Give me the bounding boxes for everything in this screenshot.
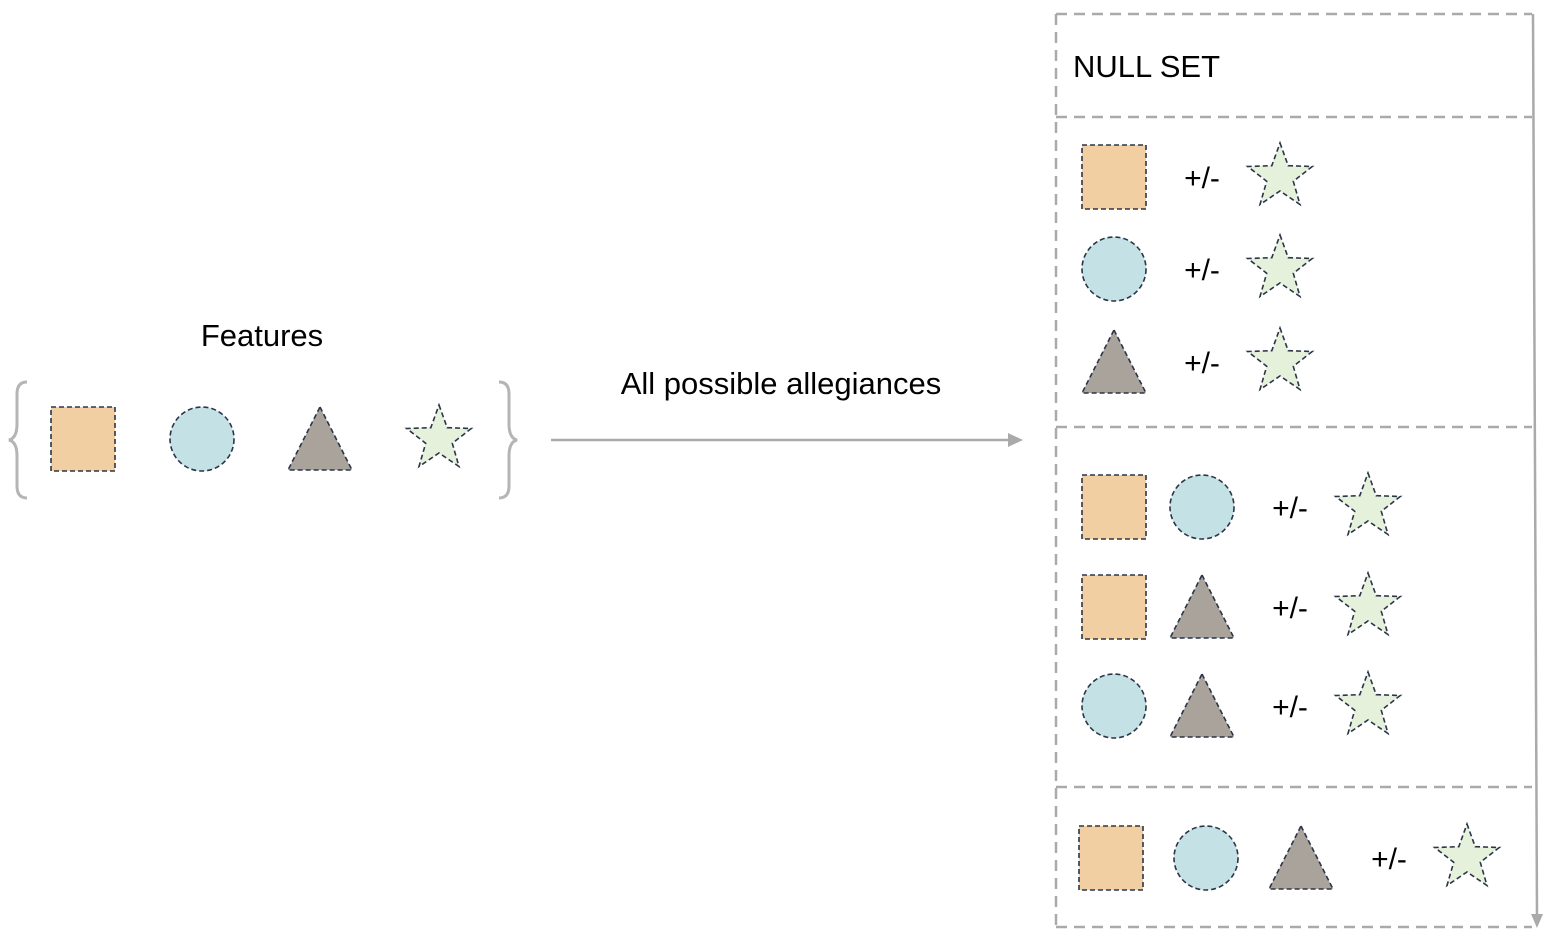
plus-minus-label: +/-	[1184, 254, 1220, 287]
square-icon	[1081, 144, 1147, 210]
circle-icon	[1169, 474, 1235, 540]
circle-icon	[1081, 673, 1147, 739]
star-icon	[404, 402, 474, 469]
subset-row: +/-	[1081, 470, 1403, 540]
subset-row: +/-	[1080, 325, 1315, 394]
panel-connector-line	[1531, 13, 1539, 917]
subset-rows: +/- +/- +/- +/- +/- +/- +/-	[1078, 140, 1502, 891]
plus-minus-label: +/-	[1272, 691, 1308, 724]
plus-minus-label: +/-	[1184, 162, 1220, 195]
square-icon	[1081, 474, 1147, 540]
circle-icon	[1081, 236, 1147, 302]
star-icon	[1333, 470, 1403, 537]
triangle-icon	[1168, 573, 1236, 639]
star-icon	[1245, 140, 1315, 207]
subset-row: +/-	[1081, 232, 1315, 302]
subset-row: +/-	[1078, 821, 1502, 891]
panel-connector-arrowhead	[1531, 914, 1543, 928]
square-icon	[1078, 825, 1144, 891]
subset-row: +/-	[1081, 140, 1315, 210]
triangle-icon	[1168, 672, 1236, 738]
feature-set	[50, 402, 474, 472]
null-set-label: NULL SET	[1073, 49, 1220, 84]
star-icon	[1333, 570, 1403, 637]
circle-icon	[169, 406, 235, 472]
star-icon	[1245, 232, 1315, 299]
arrow-label: All possible allegiances	[621, 366, 942, 401]
plus-minus-label: +/-	[1371, 843, 1407, 876]
star-icon	[1245, 325, 1315, 392]
triangle-icon	[1080, 328, 1148, 394]
square-icon	[1081, 574, 1147, 640]
plus-minus-label: +/-	[1184, 347, 1220, 380]
star-icon	[1432, 821, 1502, 888]
right-brace	[498, 380, 518, 500]
allegiance-arrow-head	[1008, 433, 1023, 447]
plus-minus-label: +/-	[1272, 592, 1308, 625]
triangle-icon	[1267, 824, 1335, 890]
triangle-icon	[286, 405, 354, 471]
star-icon	[1333, 669, 1403, 736]
allegiance-panel: NULL SET +/- +/- +/- +/- +/- +/- +/-	[1054, 12, 1543, 929]
subset-row: +/-	[1081, 669, 1403, 739]
subset-row: +/-	[1081, 570, 1403, 640]
features-label: Features	[201, 318, 323, 353]
plus-minus-label: +/-	[1272, 492, 1308, 525]
square-icon	[50, 406, 116, 472]
left-brace	[8, 380, 28, 500]
circle-icon	[1173, 825, 1239, 891]
